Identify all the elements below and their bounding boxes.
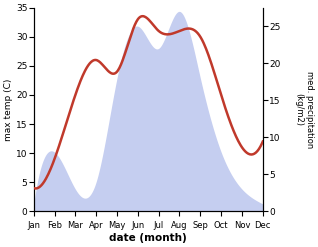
Y-axis label: med. precipitation
(kg/m2): med. precipitation (kg/m2) — [294, 71, 314, 148]
Y-axis label: max temp (C): max temp (C) — [4, 78, 13, 141]
X-axis label: date (month): date (month) — [109, 233, 187, 243]
